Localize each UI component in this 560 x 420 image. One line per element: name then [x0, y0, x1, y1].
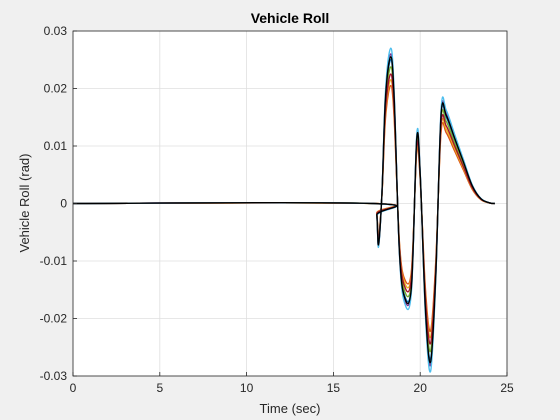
y-tick-label: -0.02: [40, 312, 68, 326]
series-group: [72, 47, 495, 373]
y-tick-label: 0: [60, 197, 67, 211]
series-line-8: [72, 56, 495, 364]
x-tick-label: 5: [156, 381, 163, 395]
x-tick-label: 20: [414, 381, 428, 395]
y-tick-label: -0.03: [40, 369, 68, 383]
y-tick-label: 0.03: [44, 24, 68, 38]
y-tick-label: 0.02: [44, 82, 68, 96]
x-tick-label: 15: [327, 381, 341, 395]
y-axis-label: Vehicle Roll (rad): [17, 154, 32, 253]
y-tick-label: 0.01: [44, 139, 68, 153]
chart-title: Vehicle Roll: [251, 10, 330, 26]
y-tick-label: -0.01: [40, 254, 68, 268]
x-tick-label: 25: [500, 381, 514, 395]
x-axis-label: Time (sec): [260, 401, 321, 416]
x-tick-label: 0: [70, 381, 77, 395]
x-tick-label: 10: [240, 381, 254, 395]
axis-ticks: 0 5 10 15 20 25 -0.03 -0.02 -0.01 0 0.01 0.02 0.03: [40, 24, 514, 395]
